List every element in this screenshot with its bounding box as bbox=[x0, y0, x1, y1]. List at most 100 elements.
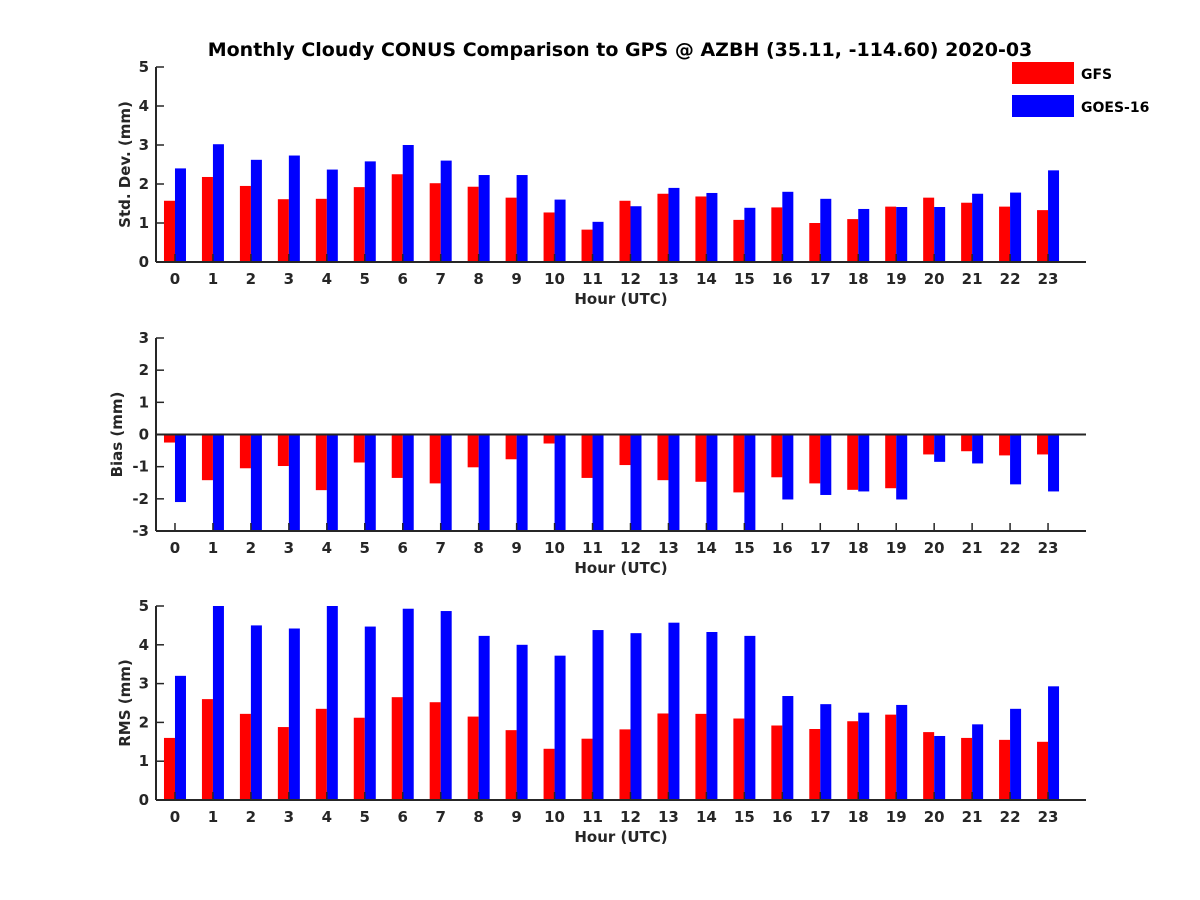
bar-goes16-hour-18 bbox=[858, 434, 870, 492]
bar-gfs-hour-1 bbox=[201, 434, 213, 481]
bar-gfs-hour-9 bbox=[505, 434, 517, 460]
y-axis-label: Std. Dev. (mm) bbox=[116, 101, 134, 228]
bar-gfs-hour-11 bbox=[581, 738, 593, 800]
bar-gfs-hour-17 bbox=[809, 223, 821, 262]
bar-goes16-hour-8 bbox=[478, 635, 490, 800]
bar-gfs-hour-9 bbox=[505, 197, 517, 262]
bar-gfs-hour-4 bbox=[315, 198, 327, 262]
bar-goes16-hour-14 bbox=[706, 192, 718, 262]
bar-goes16-hour-18 bbox=[858, 208, 870, 262]
x-axis-label: Hour (UTC) bbox=[574, 828, 667, 846]
bar-goes16-hour-5 bbox=[364, 626, 376, 800]
bar-goes16-hour-1 bbox=[212, 434, 224, 531]
bar-goes16-hour-7 bbox=[440, 160, 452, 262]
bar-gfs-hour-1 bbox=[201, 699, 213, 800]
x-axis-label: Hour (UTC) bbox=[574, 290, 667, 308]
bar-goes16-hour-4 bbox=[326, 606, 338, 800]
y-tick-label: 0 bbox=[139, 791, 149, 809]
x-tick-label: 21 bbox=[962, 808, 983, 826]
bar-goes16-hour-20 bbox=[934, 735, 946, 800]
bar-goes16-hour-20 bbox=[934, 434, 946, 462]
bar-gfs-hour-0 bbox=[163, 434, 175, 443]
bar-goes16-hour-15 bbox=[744, 207, 756, 262]
x-tick-label: 23 bbox=[1038, 808, 1059, 826]
x-tick-label: 18 bbox=[848, 539, 869, 557]
x-tick-label: 8 bbox=[473, 808, 483, 826]
bar-goes16-hour-12 bbox=[630, 434, 642, 531]
legend-swatch-goes16 bbox=[1012, 95, 1074, 117]
x-tick-label: 2 bbox=[246, 539, 256, 557]
x-tick-label: 21 bbox=[962, 270, 983, 288]
x-tick-label: 4 bbox=[322, 808, 332, 826]
bar-goes16-hour-16 bbox=[782, 696, 794, 800]
x-tick-label: 0 bbox=[170, 539, 180, 557]
bar-gfs-hour-23 bbox=[1037, 210, 1049, 262]
bar-goes16-hour-15 bbox=[744, 434, 756, 531]
y-tick-label: 5 bbox=[139, 58, 149, 76]
bar-goes16-hour-19 bbox=[896, 207, 908, 262]
y-tick-label: 2 bbox=[139, 175, 149, 193]
x-tick-label: 10 bbox=[544, 270, 565, 288]
bar-goes16-hour-19 bbox=[896, 704, 908, 800]
bar-goes16-hour-21 bbox=[972, 724, 984, 800]
bar-goes16-hour-20 bbox=[934, 207, 946, 262]
bar-gfs-hour-0 bbox=[163, 737, 175, 800]
x-tick-label: 14 bbox=[696, 270, 717, 288]
bar-gfs-hour-13 bbox=[657, 434, 669, 481]
y-tick-label: 0 bbox=[139, 253, 149, 271]
bar-gfs-hour-6 bbox=[391, 174, 403, 262]
bar-goes16-hour-14 bbox=[706, 632, 718, 800]
bar-goes16-hour-0 bbox=[174, 434, 186, 503]
bar-gfs-hour-2 bbox=[239, 713, 251, 800]
x-tick-label: 4 bbox=[322, 539, 332, 557]
x-tick-label: 12 bbox=[620, 539, 641, 557]
bar-gfs-hour-15 bbox=[733, 219, 745, 262]
bar-gfs-hour-7 bbox=[429, 434, 441, 484]
bar-gfs-hour-15 bbox=[733, 434, 745, 493]
x-tick-label: 10 bbox=[544, 539, 565, 557]
bar-goes16-hour-23 bbox=[1048, 686, 1060, 800]
x-tick-label: 19 bbox=[886, 539, 907, 557]
x-tick-label: 11 bbox=[582, 270, 603, 288]
bar-gfs-hour-12 bbox=[619, 729, 631, 800]
bar-goes16-hour-17 bbox=[820, 434, 832, 495]
bar-goes16-hour-9 bbox=[516, 644, 528, 800]
bar-goes16-hour-23 bbox=[1048, 170, 1060, 262]
bar-gfs-hour-14 bbox=[695, 713, 707, 800]
bar-goes16-hour-7 bbox=[440, 611, 452, 800]
bar-gfs-hour-18 bbox=[847, 219, 859, 262]
y-tick-label: 4 bbox=[139, 97, 149, 115]
x-tick-label: 15 bbox=[734, 270, 755, 288]
y-tick-label: 3 bbox=[139, 329, 149, 347]
bar-gfs-hour-6 bbox=[391, 697, 403, 800]
bar-goes16-hour-22 bbox=[1010, 708, 1022, 800]
bar-gfs-hour-22 bbox=[999, 206, 1011, 262]
x-tick-label: 11 bbox=[582, 539, 603, 557]
bar-goes16-hour-3 bbox=[288, 155, 300, 262]
x-tick-label: 19 bbox=[886, 808, 907, 826]
bar-gfs-hour-12 bbox=[619, 434, 631, 466]
bar-gfs-hour-14 bbox=[695, 434, 707, 482]
x-tick-label: 12 bbox=[620, 808, 641, 826]
bar-goes16-hour-1 bbox=[212, 606, 224, 800]
x-tick-label: 9 bbox=[511, 270, 521, 288]
x-tick-label: 16 bbox=[772, 808, 793, 826]
x-tick-label: 18 bbox=[848, 270, 869, 288]
x-tick-label: 22 bbox=[1000, 539, 1021, 557]
bar-goes16-hour-19 bbox=[896, 434, 908, 500]
bar-goes16-hour-3 bbox=[288, 628, 300, 800]
bar-gfs-hour-3 bbox=[277, 434, 289, 467]
bar-goes16-hour-4 bbox=[326, 434, 338, 531]
x-tick-label: 16 bbox=[772, 270, 793, 288]
bar-gfs-hour-11 bbox=[581, 434, 593, 478]
x-tick-label: 12 bbox=[620, 270, 641, 288]
x-tick-label: 13 bbox=[658, 539, 679, 557]
bar-gfs-hour-15 bbox=[733, 718, 745, 800]
bar-goes16-hour-22 bbox=[1010, 192, 1022, 262]
x-tick-label: 23 bbox=[1038, 270, 1059, 288]
x-tick-label: 20 bbox=[924, 270, 945, 288]
bar-gfs-hour-17 bbox=[809, 434, 821, 484]
bar-goes16-hour-14 bbox=[706, 434, 718, 531]
bar-gfs-hour-19 bbox=[885, 206, 897, 262]
